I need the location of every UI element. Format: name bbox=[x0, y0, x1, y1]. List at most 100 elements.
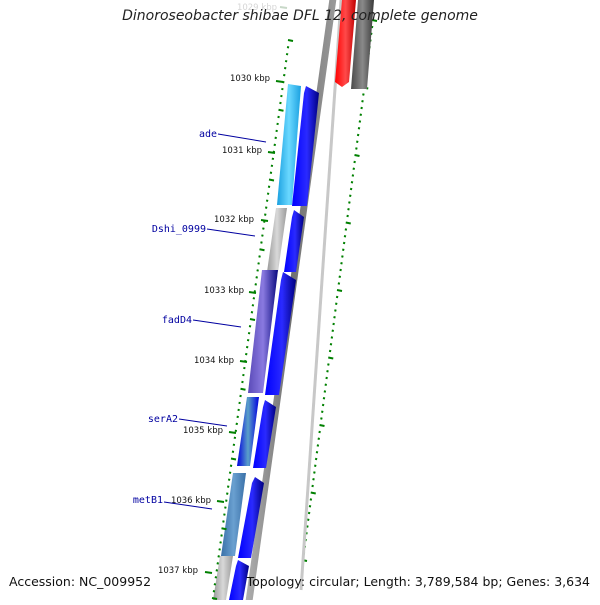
scale-minor-tick bbox=[335, 295, 339, 299]
scale-major-tick bbox=[259, 248, 265, 252]
scale-minor-tick bbox=[213, 583, 217, 586]
scale-minor-tick bbox=[334, 309, 337, 312]
accession-text: Accession: NC_009952 bbox=[9, 574, 152, 589]
scale-minor-tick bbox=[346, 214, 349, 218]
kbp-tick-mark bbox=[267, 151, 276, 154]
scale-minor-tick bbox=[223, 513, 226, 516]
gene-forward-6 bbox=[229, 560, 249, 600]
topology-text: Topology: circular; Length: 3,789,584 bp… bbox=[246, 574, 590, 589]
scale-minor-tick bbox=[273, 143, 276, 147]
scale-minor-tick bbox=[274, 136, 277, 140]
scale-minor-tick bbox=[264, 206, 268, 209]
kbp-label-1035: 1035 kbp bbox=[183, 426, 223, 436]
scale-major-tick bbox=[319, 424, 325, 427]
scale-minor-tick bbox=[275, 129, 278, 133]
scale-minor-tick bbox=[256, 269, 259, 272]
scale-minor-tick bbox=[347, 208, 350, 211]
kbp-tick-mark bbox=[239, 360, 248, 363]
scale-minor-tick bbox=[285, 52, 289, 56]
scale-minor-tick bbox=[309, 498, 313, 501]
scale-major-tick bbox=[336, 289, 343, 292]
gene-label-serA2[interactable]: serA2 bbox=[148, 414, 178, 425]
outer-track-line bbox=[299, 0, 343, 591]
gene-metB1 bbox=[221, 473, 246, 556]
scale-minor-tick bbox=[316, 444, 320, 447]
gene-dshi0999 bbox=[267, 208, 287, 272]
scale-minor-tick bbox=[320, 417, 323, 420]
scale-minor-tick bbox=[226, 492, 229, 495]
scale-minor-tick bbox=[247, 331, 251, 335]
scale-minor-tick bbox=[338, 275, 341, 278]
gene-label-dshi0999[interactable]: Dshi_0999 bbox=[152, 224, 206, 235]
scale-minor-tick bbox=[224, 506, 227, 509]
scale-minor-tick bbox=[344, 228, 348, 231]
scale-minor-tick bbox=[252, 297, 256, 300]
scale-minor-tick bbox=[225, 499, 228, 502]
gene-label-fadD4[interactable]: fadD4 bbox=[162, 315, 192, 326]
scale-major-tick bbox=[287, 39, 294, 42]
scale-minor-tick bbox=[280, 94, 283, 98]
kbp-label-1031: 1031 kbp bbox=[222, 146, 262, 156]
scale-minor-tick bbox=[335, 302, 338, 305]
kbp-label-1032: 1032 kbp bbox=[214, 215, 254, 225]
scale-minor-tick bbox=[212, 590, 216, 593]
scale-minor-tick bbox=[321, 403, 325, 407]
scale-minor-tick bbox=[311, 484, 314, 488]
scale-minor-tick bbox=[348, 201, 351, 204]
scale-minor-tick bbox=[277, 115, 280, 119]
leader-line-dshi0999 bbox=[206, 228, 256, 237]
scale-minor-tick bbox=[231, 450, 235, 453]
kbp-tick-mark bbox=[248, 291, 257, 294]
scale-minor-tick bbox=[360, 106, 363, 110]
scale-minor-tick bbox=[217, 555, 220, 558]
scale-minor-tick bbox=[343, 235, 347, 238]
scale-minor-tick bbox=[351, 174, 355, 177]
scale-major-tick bbox=[240, 387, 246, 391]
scale-minor-tick bbox=[356, 133, 360, 137]
gene-red bbox=[335, 0, 356, 87]
scale-minor-tick bbox=[241, 380, 244, 384]
scale-minor-tick bbox=[265, 199, 269, 202]
scale-major-tick bbox=[230, 457, 237, 461]
scale-minor-tick bbox=[342, 241, 346, 245]
scale-minor-tick bbox=[258, 255, 261, 258]
scale-major-tick bbox=[371, 19, 378, 22]
scale-minor-tick bbox=[307, 511, 311, 515]
scale-minor-tick bbox=[270, 164, 274, 168]
scale-minor-tick bbox=[248, 325, 252, 328]
scale-minor-tick bbox=[308, 505, 312, 508]
scale-minor-tick bbox=[235, 422, 238, 426]
leader-line-fadD4 bbox=[192, 319, 242, 328]
scale-minor-tick bbox=[219, 541, 222, 544]
scale-minor-tick bbox=[342, 248, 345, 251]
scale-minor-tick bbox=[281, 87, 284, 91]
scale-minor-tick bbox=[312, 478, 315, 481]
scale-major-tick bbox=[354, 154, 360, 157]
scale-minor-tick bbox=[250, 311, 254, 314]
scale-minor-tick bbox=[339, 268, 342, 272]
kbp-label-1037: 1037 kbp bbox=[158, 566, 198, 576]
scale-minor-tick bbox=[355, 147, 358, 150]
scale-major-tick bbox=[278, 108, 284, 112]
gene-fadD4 bbox=[248, 270, 278, 393]
gene-labels: ade Dshi_0999 fadD4 serA2 metB1 bbox=[133, 129, 267, 510]
scale-minor-tick bbox=[284, 59, 288, 63]
scale-minor-tick bbox=[236, 415, 239, 419]
kbp-tick-mark bbox=[260, 219, 269, 222]
scale-minor-tick bbox=[322, 397, 326, 400]
gene-label-ade[interactable]: ade bbox=[199, 129, 217, 140]
scale-minor-tick bbox=[353, 160, 356, 164]
scale-minor-tick bbox=[349, 194, 352, 197]
gene-label-metB1[interactable]: metB1 bbox=[133, 495, 163, 506]
scale-minor-tick bbox=[340, 262, 343, 265]
scale-minor-tick bbox=[313, 471, 316, 474]
kbp-ticks: 1029 kbp 1030 kbp 1031 kbp 1032 kbp 1033… bbox=[158, 3, 288, 576]
scale-minor-tick bbox=[323, 390, 327, 393]
scale-minor-tick bbox=[228, 471, 232, 474]
gene-forward-1 bbox=[292, 86, 319, 206]
gene-forward-4 bbox=[253, 400, 276, 468]
scale-minor-tick bbox=[215, 569, 219, 572]
scale-minor-tick bbox=[264, 213, 267, 216]
scale-minor-tick bbox=[286, 46, 290, 49]
